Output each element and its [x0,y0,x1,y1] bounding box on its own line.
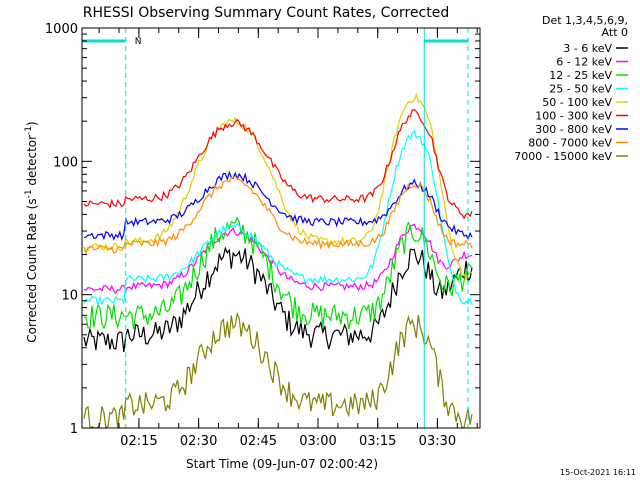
legend-label-2: 12 - 25 keV [549,69,612,82]
series-line-7 [83,175,473,255]
series-line-0 [83,246,473,353]
y-axis-label-sup2: -1 [24,126,34,135]
x-tick-label-0: 02:15 [120,434,157,449]
y-tick-label-0: 1 [70,422,78,437]
series-line-8 [83,311,473,430]
legend-label-3: 25 - 50 keV [549,83,612,96]
x-tick-label-5: 03:30 [419,434,456,449]
legend-label-5: 100 - 300 keV [535,110,612,123]
legend-label-1: 6 - 12 keV [556,56,612,69]
chart-title: RHESSI Observing Summary Count Rates, Co… [83,5,449,21]
legend-header-0: Det 1,3,4,5,6,9, [542,14,628,27]
annotation-layer: N [82,28,469,428]
series-line-3 [83,129,473,308]
x-tick-label-1: 02:30 [180,434,217,449]
y-axis-label-mid: detector [25,135,39,190]
legend-label-0: 3 - 6 keV [563,42,612,55]
y-axis-label: Corrected Count Rate (s-1 detector-1) [24,121,39,342]
y-tick-label-2: 100 [53,155,78,170]
x-tick-label-3: 03:00 [299,434,336,449]
series-line-5 [83,108,473,220]
legend-label-6: 300 - 800 keV [535,123,612,136]
x-axis-label: Start Time (09-Jun-07 02:00:42) [186,457,378,471]
x-tick-label-4: 03:15 [359,434,396,449]
series-layer [83,92,473,430]
x-tick-label-2: 02:45 [240,434,277,449]
y-axis-label-main: Corrected Count Rate (s [25,198,39,342]
series-line-6 [83,170,473,242]
series-line-2 [83,216,473,330]
legend-label-7: 800 - 7000 keV [528,137,612,150]
plot-frame [81,27,481,429]
y-axis-label-end: ) [25,121,39,126]
saa-label: N [135,37,142,47]
legend-header-1: Att 0 [602,26,628,39]
legend-label-4: 50 - 100 keV [542,96,612,109]
y-tick-label-3: 1000 [45,22,78,37]
axes-layer: 1 10 100 1000 02:15 02:30 02:45 03:00 03:15 03:30 [45,22,481,449]
y-axis-label-sup1: -1 [24,189,34,198]
timestamp-footer: 15-Oct-2021 16:11 [560,468,636,477]
series-line-1 [83,223,473,294]
legend-label-8: 7000 - 15000 keV [514,150,612,163]
y-tick-label-1: 10 [61,289,78,304]
